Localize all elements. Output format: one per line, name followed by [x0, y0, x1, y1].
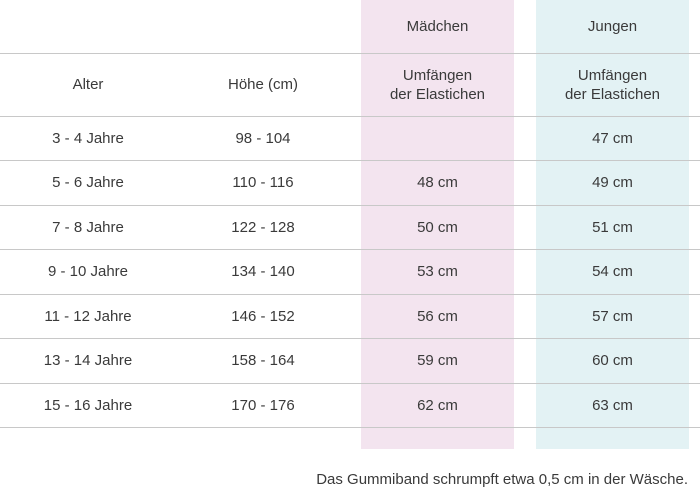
boys-cell: 49 cm: [592, 174, 633, 191]
age-cell: 7 - 8 Jahre: [52, 218, 124, 236]
height-cell: 110 - 116: [232, 174, 294, 191]
row-divider: [0, 249, 700, 250]
girls-cell: 56 cm: [417, 307, 458, 325]
boys-group-header: Jungen: [587, 18, 638, 35]
age-cell: 5 - 6 Jahre: [52, 174, 124, 191]
header-bottom-rule: [0, 116, 700, 117]
height-cell: 146 - 152: [231, 307, 295, 325]
boys-cell: 60 cm: [592, 352, 633, 369]
girls-column-background: [361, 0, 514, 449]
boys-column-background: [536, 0, 689, 449]
shrinkage-footnote: Das Gummiband schrumpft etwa 0,5 cm in d…: [316, 471, 688, 488]
row-divider: [0, 338, 700, 339]
age-cell: 11 - 12 Jahre: [44, 307, 132, 325]
girls-cell: 62 cm: [417, 396, 458, 414]
girls-cell: 50 cm: [417, 218, 458, 236]
height-cell: 170 - 176: [231, 396, 295, 414]
height-cell: 134 - 140: [231, 263, 295, 280]
boys-measure-header: Umfängen der Elastichen: [564, 66, 661, 103]
girls-cell: 48 cm: [417, 174, 458, 191]
girls-measure-header: Umfängen der Elastichen: [389, 66, 486, 103]
boys-cell: 63 cm: [592, 396, 633, 414]
row-divider: [0, 294, 700, 295]
girls-cell: 59 cm: [417, 352, 458, 369]
boys-cell: 47 cm: [592, 129, 633, 147]
girls-cell: 53 cm: [417, 263, 458, 280]
age-column-header: Alter: [72, 76, 104, 93]
age-cell: 9 - 10 Jahre: [47, 263, 129, 280]
table-bottom-rule: [0, 427, 700, 428]
boys-cell: 51 cm: [592, 218, 633, 236]
height-cell: 122 - 128: [231, 218, 295, 236]
header-top-rule: [0, 53, 700, 54]
height-cell: 98 - 104: [235, 129, 291, 147]
row-divider: [0, 383, 700, 384]
height-cell: 158 - 164: [231, 352, 295, 369]
row-divider: [0, 205, 700, 206]
age-cell: 3 - 4 Jahre: [52, 129, 124, 147]
girls-cell: [361, 116, 514, 160]
height-column-header: Höhe (cm): [227, 76, 298, 93]
boys-cell: 54 cm: [592, 263, 633, 280]
boys-cell: 57 cm: [592, 307, 633, 325]
age-cell: 13 - 14 Jahre: [43, 352, 133, 369]
row-divider: [0, 160, 700, 161]
age-cell: 15 - 16 Jahre: [43, 396, 133, 414]
girls-group-header: Mädchen: [406, 18, 469, 35]
